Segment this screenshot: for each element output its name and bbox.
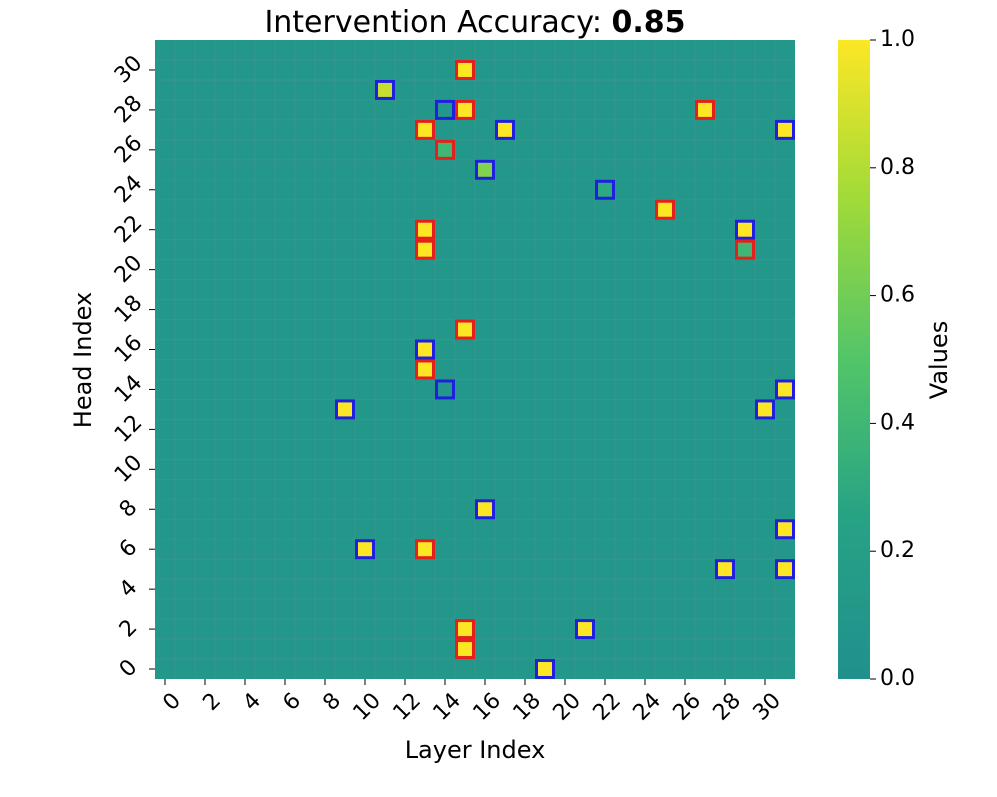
highlighted-cell-red-outline	[655, 199, 675, 220]
colorbar-label: Values	[925, 321, 953, 399]
highlighted-cell-blue-outline	[435, 99, 455, 120]
y-tick-label: 12	[110, 410, 147, 447]
x-tick-label: 6	[278, 688, 306, 716]
y-tick-label: 0	[115, 655, 143, 683]
colorbar-tick-label: 0.4	[880, 410, 915, 435]
y-tick-label: 4	[115, 575, 143, 603]
x-tick-label: 4	[238, 688, 266, 716]
y-tick-label: 22	[110, 211, 147, 248]
y-tick-label: 18	[110, 290, 147, 327]
y-tick-label: 30	[110, 51, 147, 88]
x-tick-label: 8	[318, 688, 346, 716]
highlighted-cell-blue-outline	[775, 119, 795, 140]
y-tick-label: 26	[110, 131, 147, 168]
colorbar	[838, 40, 870, 679]
colorbar-tick-label: 0.2	[880, 538, 915, 563]
heatmap-area	[155, 40, 795, 679]
x-tick-label: 30	[749, 688, 786, 725]
highlighted-cell-blue-outline	[775, 519, 795, 540]
highlighted-cell-blue-outline	[575, 619, 595, 640]
highlighted-cell-red-outline	[455, 319, 475, 340]
chart-title-value: 0.85	[612, 5, 686, 40]
y-tick-label: 28	[110, 91, 147, 128]
highlighted-cell-red-outline	[455, 639, 475, 660]
x-tick-label: 18	[509, 688, 546, 725]
x-tick-label: 28	[709, 688, 746, 725]
colorbar-ticks: 0.0 0.2 0.4 0.6 0.8 1.0	[870, 27, 915, 691]
colorbar-tick-label: 0.8	[880, 155, 915, 180]
highlighted-cell-red-outline	[415, 359, 435, 380]
highlighted-cell-red-outline	[695, 99, 715, 120]
y-tick-label: 20	[110, 251, 147, 288]
highlighted-cell-blue-outline	[735, 219, 755, 240]
y-tick-label: 16	[110, 330, 147, 367]
x-tick-label: 0	[158, 688, 186, 716]
highlighted-cell-red-outline	[455, 619, 475, 640]
chart-title-prefix: Intervention Accuracy:	[264, 5, 611, 40]
highlighted-cell-red-outline	[415, 239, 435, 260]
x-tick-label: 26	[669, 688, 706, 725]
highlighted-cell-blue-outline	[435, 379, 455, 400]
y-axis-label: Head Index	[69, 292, 97, 428]
highlighted-cell-blue-outline	[475, 499, 495, 520]
x-tick-label: 12	[389, 688, 426, 725]
colorbar-tick-label: 1.0	[880, 27, 915, 52]
y-tick-label: 24	[110, 171, 147, 208]
highlighted-cell-blue-outline	[355, 539, 375, 560]
heatmap-background	[155, 40, 795, 679]
highlighted-cell-blue-outline	[595, 179, 615, 200]
y-tick-label: 8	[115, 495, 143, 523]
highlighted-cell-blue-outline	[375, 79, 395, 100]
highlighted-cell-blue-outline	[495, 119, 515, 140]
highlighted-cell-red-outline	[415, 119, 435, 140]
x-tick-label: 10	[349, 688, 386, 725]
x-axis-label: Layer Index	[405, 736, 546, 764]
highlighted-cell-blue-outline	[775, 559, 795, 580]
colorbar-tick-label: 0.0	[880, 666, 915, 691]
highlighted-cell-blue-outline	[775, 379, 795, 400]
highlighted-cell-red-outline	[415, 539, 435, 560]
highlighted-cell-blue-outline	[715, 559, 735, 580]
highlighted-cell-red-outline	[455, 99, 475, 120]
highlighted-cell-blue-outline	[415, 339, 435, 360]
x-tick-label: 22	[589, 688, 626, 725]
highlighted-cell-red-outline	[435, 139, 455, 160]
colorbar-tick-label: 0.6	[880, 283, 915, 308]
x-tick-label: 2	[198, 688, 226, 716]
x-tick-label: 20	[549, 688, 586, 725]
highlighted-cell-blue-outline	[535, 659, 555, 679]
y-tick-label: 14	[110, 370, 147, 407]
x-tick-label: 24	[629, 688, 666, 725]
chart-title: Intervention Accuracy: 0.85	[264, 5, 685, 40]
highlighted-cell-blue-outline	[755, 399, 775, 420]
x-axis-ticks: 0 2 4 6 8 10 12 14 16 18 20 22 24 26 28 30	[158, 679, 786, 726]
y-tick-label: 6	[115, 535, 143, 563]
highlighted-cell-blue-outline	[335, 399, 355, 420]
y-tick-label: 2	[115, 615, 143, 643]
x-tick-label: 14	[429, 688, 466, 725]
highlighted-cell-red-outline	[415, 219, 435, 240]
highlighted-cell-red-outline	[735, 239, 755, 260]
x-tick-label: 16	[469, 688, 506, 725]
y-tick-label: 10	[110, 450, 147, 487]
highlighted-cell-blue-outline	[475, 159, 495, 180]
highlighted-cell-red-outline	[455, 59, 475, 80]
